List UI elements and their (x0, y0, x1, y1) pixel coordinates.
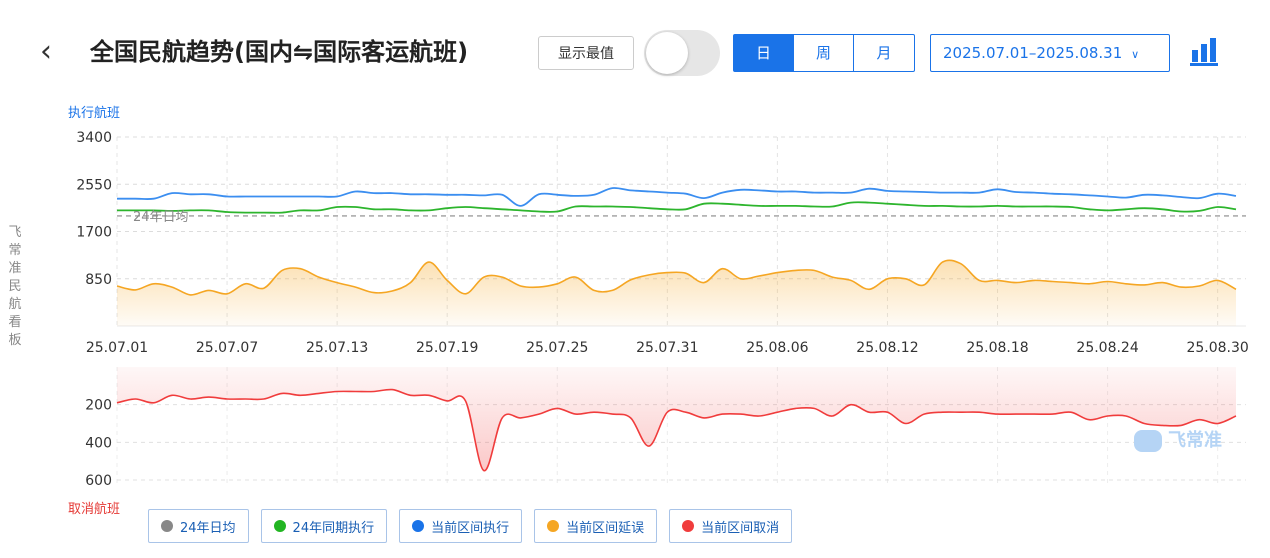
trend-chart: 850 1700 2550 3400 25.07.01 25.07.07 25.07.13 2… (76, 130, 1248, 489)
show-max-label: 显示最值 (538, 36, 634, 70)
x-tick-label: 25.08.06 (746, 340, 808, 356)
x-tick-label: 25.07.31 (636, 340, 698, 356)
date-range-value: 2025.07.01–2025.08.31 (943, 44, 1123, 62)
watermark: 飞常准 (1134, 426, 1222, 452)
delay-area (117, 260, 1236, 326)
bar-chart-icon[interactable] (1190, 36, 1222, 66)
legend-dot (273, 520, 286, 532)
legend-item-cancel[interactable]: 当前区间取消 (669, 509, 793, 543)
cancel-area (117, 367, 1236, 471)
y-tick-label: 3400 (76, 130, 112, 146)
x-tick-label: 25.07.01 (86, 340, 148, 356)
x-tick-label: 25.08.30 (1186, 340, 1248, 356)
legend-label: 当前区间延误 (566, 520, 645, 536)
y-tick-label: 850 (85, 272, 112, 288)
legend-label: 24年同期执行 (292, 520, 375, 536)
y-tick-label: 200 (85, 398, 112, 414)
x-tick-label: 25.08.24 (1076, 340, 1138, 356)
tab-week[interactable]: 周 (794, 35, 854, 71)
exec-line (116, 187, 1237, 207)
legend-item-avg[interactable]: 24年日均 (148, 509, 249, 543)
delay-line (116, 259, 1237, 296)
legend-item-delay[interactable]: 当前区间延误 (534, 509, 658, 543)
x-tick-label: 25.07.19 (416, 340, 478, 356)
legend-label: 当前区间取消 (701, 520, 780, 536)
header: ‹ 全国民航趋势(国内⇋国际客运航班) 显示最值 日 周 月 2025.07.0… (0, 28, 1270, 78)
tab-month[interactable]: 月 (876, 44, 892, 62)
date-range-select[interactable]: 2025.07.01–2025.08.31 ∨ (930, 34, 1170, 72)
legend-dot (161, 520, 173, 532)
last-year-line (117, 201, 1237, 214)
back-chevron-left-icon[interactable]: ‹ (40, 34, 52, 69)
legend-label: 24年日均 (180, 520, 236, 536)
toggle-knob (646, 32, 688, 74)
legend-dot (682, 520, 695, 532)
cancel-line (116, 388, 1237, 472)
granularity-tabs: 日 周 月 (733, 34, 915, 72)
chevron-down-icon: ∨ (1131, 48, 1140, 61)
page-title: 全国民航趋势(国内⇋国际客运航班) (90, 38, 469, 66)
y-tick-label: 1700 (76, 225, 112, 241)
top-axis-title: 执行航班 (68, 106, 121, 121)
y-tick-label: 600 (85, 473, 112, 489)
x-tick-label: 25.08.18 (966, 340, 1028, 356)
tab-day[interactable]: 日 (734, 35, 794, 71)
y-tick-label: 400 (85, 435, 112, 451)
x-tick-label: 25.08.12 (856, 340, 918, 356)
x-tick-label: 25.07.07 (196, 340, 258, 356)
x-tick-label: 25.07.25 (526, 340, 588, 356)
bottom-axis-title: 取消航班 (68, 502, 121, 517)
legend: 24年日均 24年同期执行 当前区间执行 当前区间延误 当前区间取消 (148, 509, 804, 543)
legend-label: 当前区间执行 (431, 520, 510, 536)
legend-dot (412, 520, 425, 532)
y-tick-label: 2550 (76, 177, 112, 193)
watermark-text: 飞常准 (1168, 430, 1222, 451)
legend-dot (547, 520, 560, 532)
x-tick-label: 25.07.13 (306, 340, 368, 356)
side-label: 飞常准民航看板 (8, 225, 22, 348)
legend-item-exec[interactable]: 当前区间执行 (399, 509, 523, 543)
show-max-toggle[interactable] (644, 30, 720, 76)
avg-reference-label: 24年日均 (133, 210, 189, 225)
cloud-logo-icon (1134, 430, 1162, 452)
legend-item-last-year[interactable]: 24年同期执行 (260, 509, 388, 543)
